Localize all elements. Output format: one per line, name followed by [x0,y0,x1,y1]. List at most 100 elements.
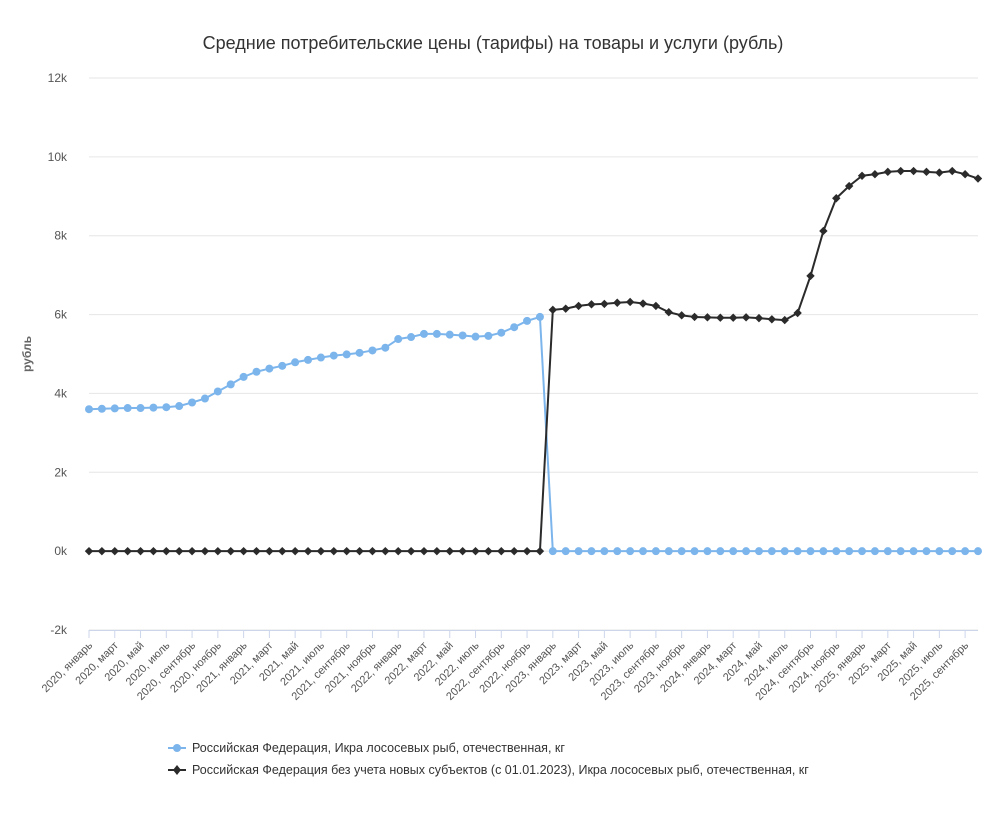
data-point[interactable] [174,546,184,556]
data-point[interactable] [535,312,544,321]
legend-item-series-1[interactable]: Российская Федерация, Икра лососевых рыб… [168,740,928,757]
data-point[interactable] [651,547,660,556]
data-point[interactable] [626,547,635,556]
data-point[interactable] [935,547,944,556]
data-point[interactable] [625,297,635,307]
data-point[interactable] [844,181,854,191]
data-point[interactable] [239,372,248,381]
data-point[interactable] [329,546,338,556]
data-point[interactable] [316,546,326,556]
data-point[interactable] [497,328,506,337]
data-point[interactable] [973,174,983,183]
data-point[interactable] [587,300,596,309]
data-point[interactable] [587,547,596,556]
data-point[interactable] [278,546,287,556]
data-point[interactable] [200,394,209,403]
data-point[interactable] [819,547,828,556]
data-point[interactable] [149,403,158,412]
data-point[interactable] [97,404,106,413]
data-point[interactable] [767,547,776,556]
data-point[interactable] [136,546,145,556]
data-point[interactable] [754,313,764,323]
legend-item-series-2[interactable]: Российская Федерация без учета новых суб… [168,762,928,779]
data-point[interactable] [561,547,570,556]
data-point[interactable] [548,547,557,556]
data-point[interactable] [948,547,957,556]
data-point[interactable] [368,346,377,355]
data-point[interactable] [458,546,467,556]
data-point[interactable] [574,547,583,556]
data-point[interactable] [741,313,751,322]
data-point[interactable] [613,547,622,556]
data-point[interactable] [883,547,892,556]
data-point[interactable] [896,166,905,176]
data-point[interactable] [252,546,261,556]
data-point[interactable] [355,348,364,357]
data-point[interactable] [123,404,132,413]
data-point[interactable] [110,404,119,413]
data-point[interactable] [175,402,184,411]
data-point[interactable] [213,387,222,396]
data-point[interactable] [960,170,970,179]
data-point[interactable] [342,546,351,556]
data-point[interactable] [484,546,493,556]
data-point[interactable] [961,547,970,556]
data-point[interactable] [97,546,107,556]
data-point[interactable] [677,311,686,320]
data-point[interactable] [561,304,570,313]
data-point[interactable] [200,546,210,556]
data-point[interactable] [832,547,841,556]
data-point[interactable] [406,546,416,556]
data-point[interactable] [252,367,261,376]
data-point[interactable] [355,546,364,556]
data-point[interactable] [471,332,480,341]
data-point[interactable] [522,546,532,556]
data-point[interactable] [123,546,132,556]
data-point[interactable] [497,546,506,556]
data-point[interactable] [870,170,880,179]
data-point[interactable] [742,547,751,556]
data-point[interactable] [329,351,338,360]
data-point[interactable] [535,546,545,556]
data-point[interactable] [445,546,454,556]
data-point[interactable] [265,546,274,556]
data-point[interactable] [716,547,725,556]
data-point[interactable] [110,546,119,556]
data-point[interactable] [213,546,223,556]
data-point[interactable] [226,380,235,389]
data-point[interactable] [484,331,493,340]
data-point[interactable] [703,547,712,556]
data-point[interactable] [664,547,673,556]
data-point[interactable] [278,361,287,370]
data-point[interactable] [162,546,171,556]
data-point[interactable] [716,313,725,322]
data-point[interactable] [381,546,390,556]
data-point[interactable] [510,323,519,332]
data-point[interactable] [381,343,390,352]
data-point[interactable] [419,329,428,338]
data-point[interactable] [845,547,854,556]
data-point[interactable] [84,546,94,556]
data-point[interactable] [407,333,416,342]
data-point[interactable] [290,546,300,556]
data-point[interactable] [677,547,686,556]
data-point[interactable] [187,546,197,556]
data-point[interactable] [368,546,377,556]
data-point[interactable] [226,546,235,556]
data-point[interactable] [316,353,325,362]
data-point[interactable] [303,546,313,556]
data-point[interactable] [188,398,197,407]
data-point[interactable] [304,355,313,364]
data-point[interactable] [922,167,931,177]
data-point[interactable] [780,547,789,556]
data-point[interactable] [432,546,442,556]
data-point[interactable] [974,547,982,556]
data-point[interactable] [523,316,532,325]
data-point[interactable] [419,546,429,556]
data-point[interactable] [639,547,648,556]
data-point[interactable] [767,315,777,324]
data-point[interactable] [574,301,583,311]
data-point[interactable] [806,547,815,556]
data-point[interactable] [690,312,699,322]
data-point[interactable] [638,299,648,308]
